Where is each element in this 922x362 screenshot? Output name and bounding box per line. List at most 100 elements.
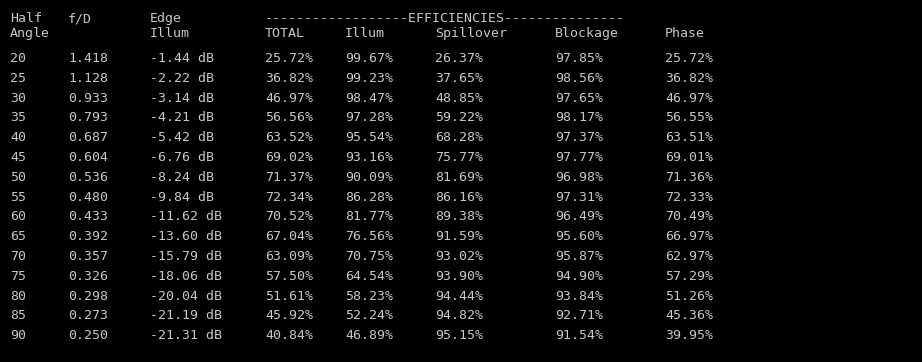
Text: 52.24%: 52.24% (345, 310, 393, 323)
Text: -2.22 dB: -2.22 dB (150, 72, 214, 85)
Text: 0.250: 0.250 (68, 329, 108, 342)
Text: 36.82%: 36.82% (665, 72, 713, 85)
Text: 25.72%: 25.72% (265, 52, 313, 65)
Text: Half: Half (10, 12, 42, 25)
Text: 63.51%: 63.51% (665, 131, 713, 144)
Text: 70.49%: 70.49% (665, 210, 713, 223)
Text: 72.34%: 72.34% (265, 191, 313, 203)
Text: 45.92%: 45.92% (265, 310, 313, 323)
Text: 26.37%: 26.37% (435, 52, 483, 65)
Text: -21.19 dB: -21.19 dB (150, 310, 222, 323)
Text: 93.02%: 93.02% (435, 250, 483, 263)
Text: 70.52%: 70.52% (265, 210, 313, 223)
Text: -5.42 dB: -5.42 dB (150, 131, 214, 144)
Text: -8.24 dB: -8.24 dB (150, 171, 214, 184)
Text: 35: 35 (10, 111, 26, 125)
Text: -13.60 dB: -13.60 dB (150, 230, 222, 243)
Text: -15.79 dB: -15.79 dB (150, 250, 222, 263)
Text: 56.56%: 56.56% (265, 111, 313, 125)
Text: 97.77%: 97.77% (555, 151, 603, 164)
Text: 95.60%: 95.60% (555, 230, 603, 243)
Text: -21.31 dB: -21.31 dB (150, 329, 222, 342)
Text: 71.37%: 71.37% (265, 171, 313, 184)
Text: 0.326: 0.326 (68, 270, 108, 283)
Text: 92.71%: 92.71% (555, 310, 603, 323)
Text: 98.56%: 98.56% (555, 72, 603, 85)
Text: 66.97%: 66.97% (665, 230, 713, 243)
Text: 71.36%: 71.36% (665, 171, 713, 184)
Text: 96.49%: 96.49% (555, 210, 603, 223)
Text: -20.04 dB: -20.04 dB (150, 290, 222, 303)
Text: TOTAL: TOTAL (265, 27, 305, 40)
Text: 69.01%: 69.01% (665, 151, 713, 164)
Text: 91.59%: 91.59% (435, 230, 483, 243)
Text: 57.50%: 57.50% (265, 270, 313, 283)
Text: 51.61%: 51.61% (265, 290, 313, 303)
Text: 57.29%: 57.29% (665, 270, 713, 283)
Text: f/D: f/D (68, 12, 92, 25)
Text: 60: 60 (10, 210, 26, 223)
Text: 0.273: 0.273 (68, 310, 108, 323)
Text: 37.65%: 37.65% (435, 72, 483, 85)
Text: 0.933: 0.933 (68, 92, 108, 105)
Text: 40.84%: 40.84% (265, 329, 313, 342)
Text: Angle: Angle (10, 27, 50, 40)
Text: 25.72%: 25.72% (665, 52, 713, 65)
Text: 70: 70 (10, 250, 26, 263)
Text: 95.15%: 95.15% (435, 329, 483, 342)
Text: 39.95%: 39.95% (665, 329, 713, 342)
Text: 94.82%: 94.82% (435, 310, 483, 323)
Text: 0.298: 0.298 (68, 290, 108, 303)
Text: 94.90%: 94.90% (555, 270, 603, 283)
Text: 1.128: 1.128 (68, 72, 108, 85)
Text: 63.09%: 63.09% (265, 250, 313, 263)
Text: 97.65%: 97.65% (555, 92, 603, 105)
Text: 68.28%: 68.28% (435, 131, 483, 144)
Text: 80: 80 (10, 290, 26, 303)
Text: Illum: Illum (150, 27, 190, 40)
Text: 99.23%: 99.23% (345, 72, 393, 85)
Text: 51.26%: 51.26% (665, 290, 713, 303)
Text: Illum: Illum (345, 27, 385, 40)
Text: 96.98%: 96.98% (555, 171, 603, 184)
Text: -18.06 dB: -18.06 dB (150, 270, 222, 283)
Text: 98.17%: 98.17% (555, 111, 603, 125)
Text: 56.55%: 56.55% (665, 111, 713, 125)
Text: 0.357: 0.357 (68, 250, 108, 263)
Text: 0.793: 0.793 (68, 111, 108, 125)
Text: 0.536: 0.536 (68, 171, 108, 184)
Text: 36.82%: 36.82% (265, 72, 313, 85)
Text: -6.76 dB: -6.76 dB (150, 151, 214, 164)
Text: 94.44%: 94.44% (435, 290, 483, 303)
Text: 72.33%: 72.33% (665, 191, 713, 203)
Text: 25: 25 (10, 72, 26, 85)
Text: 97.28%: 97.28% (345, 111, 393, 125)
Text: 86.16%: 86.16% (435, 191, 483, 203)
Text: 0.433: 0.433 (68, 210, 108, 223)
Text: 45.36%: 45.36% (665, 310, 713, 323)
Text: ------------------EFFICIENCIES---------------: ------------------EFFICIENCIES----------… (265, 12, 625, 25)
Text: 62.97%: 62.97% (665, 250, 713, 263)
Text: 93.90%: 93.90% (435, 270, 483, 283)
Text: 59.22%: 59.22% (435, 111, 483, 125)
Text: 97.85%: 97.85% (555, 52, 603, 65)
Text: 81.69%: 81.69% (435, 171, 483, 184)
Text: 98.47%: 98.47% (345, 92, 393, 105)
Text: 67.04%: 67.04% (265, 230, 313, 243)
Text: 89.38%: 89.38% (435, 210, 483, 223)
Text: 58.23%: 58.23% (345, 290, 393, 303)
Text: 30: 30 (10, 92, 26, 105)
Text: 0.392: 0.392 (68, 230, 108, 243)
Text: Blockage: Blockage (555, 27, 619, 40)
Text: 75.77%: 75.77% (435, 151, 483, 164)
Text: 95.87%: 95.87% (555, 250, 603, 263)
Text: 64.54%: 64.54% (345, 270, 393, 283)
Text: Edge: Edge (150, 12, 182, 25)
Text: 97.37%: 97.37% (555, 131, 603, 144)
Text: 1.418: 1.418 (68, 52, 108, 65)
Text: 20: 20 (10, 52, 26, 65)
Text: 45: 45 (10, 151, 26, 164)
Text: Spillover: Spillover (435, 27, 507, 40)
Text: 90: 90 (10, 329, 26, 342)
Text: 55: 55 (10, 191, 26, 203)
